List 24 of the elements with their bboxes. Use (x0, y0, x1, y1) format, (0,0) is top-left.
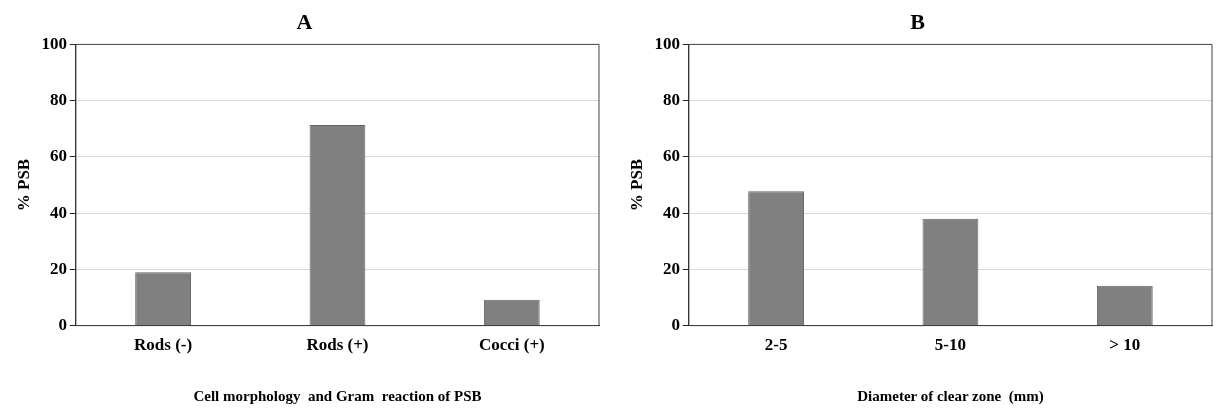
x-axis-title: Diameter of clear zone (mm) (857, 387, 1044, 405)
y-tick-label: 60 (49, 146, 67, 166)
x-tick-label: Rods (-) (134, 335, 193, 355)
y-tick-label: 0 (58, 314, 67, 334)
y-tick-label: 0 (671, 314, 680, 334)
y-tick-label: 20 (662, 258, 680, 278)
x-tick-label: Rods (+) (306, 335, 369, 355)
x-tick-label: Cocci (+) (478, 335, 545, 355)
x-tick-label: 5-10 (934, 335, 967, 355)
chart-title: B (910, 8, 926, 34)
x-tick-label: > 10 (1109, 335, 1141, 355)
y-tick-label: 80 (49, 90, 67, 110)
y-tick-label: 20 (49, 258, 67, 278)
y-tick-label: 60 (662, 146, 680, 166)
y-tick-label: 80 (662, 90, 680, 110)
y-tick-label: 40 (49, 202, 67, 222)
y-tick-label: 100 (654, 33, 680, 53)
chart-title: A (296, 8, 313, 34)
x-tick-label: 2-5 (764, 335, 788, 355)
y-axis-title: % PSB (13, 158, 33, 212)
x-axis-title: Cell morphology and Gram reaction of PSB (193, 387, 482, 404)
y-axis-title: % PSB (626, 158, 646, 212)
y-tick-label: 100 (41, 33, 67, 53)
y-tick-label: 40 (662, 202, 680, 222)
